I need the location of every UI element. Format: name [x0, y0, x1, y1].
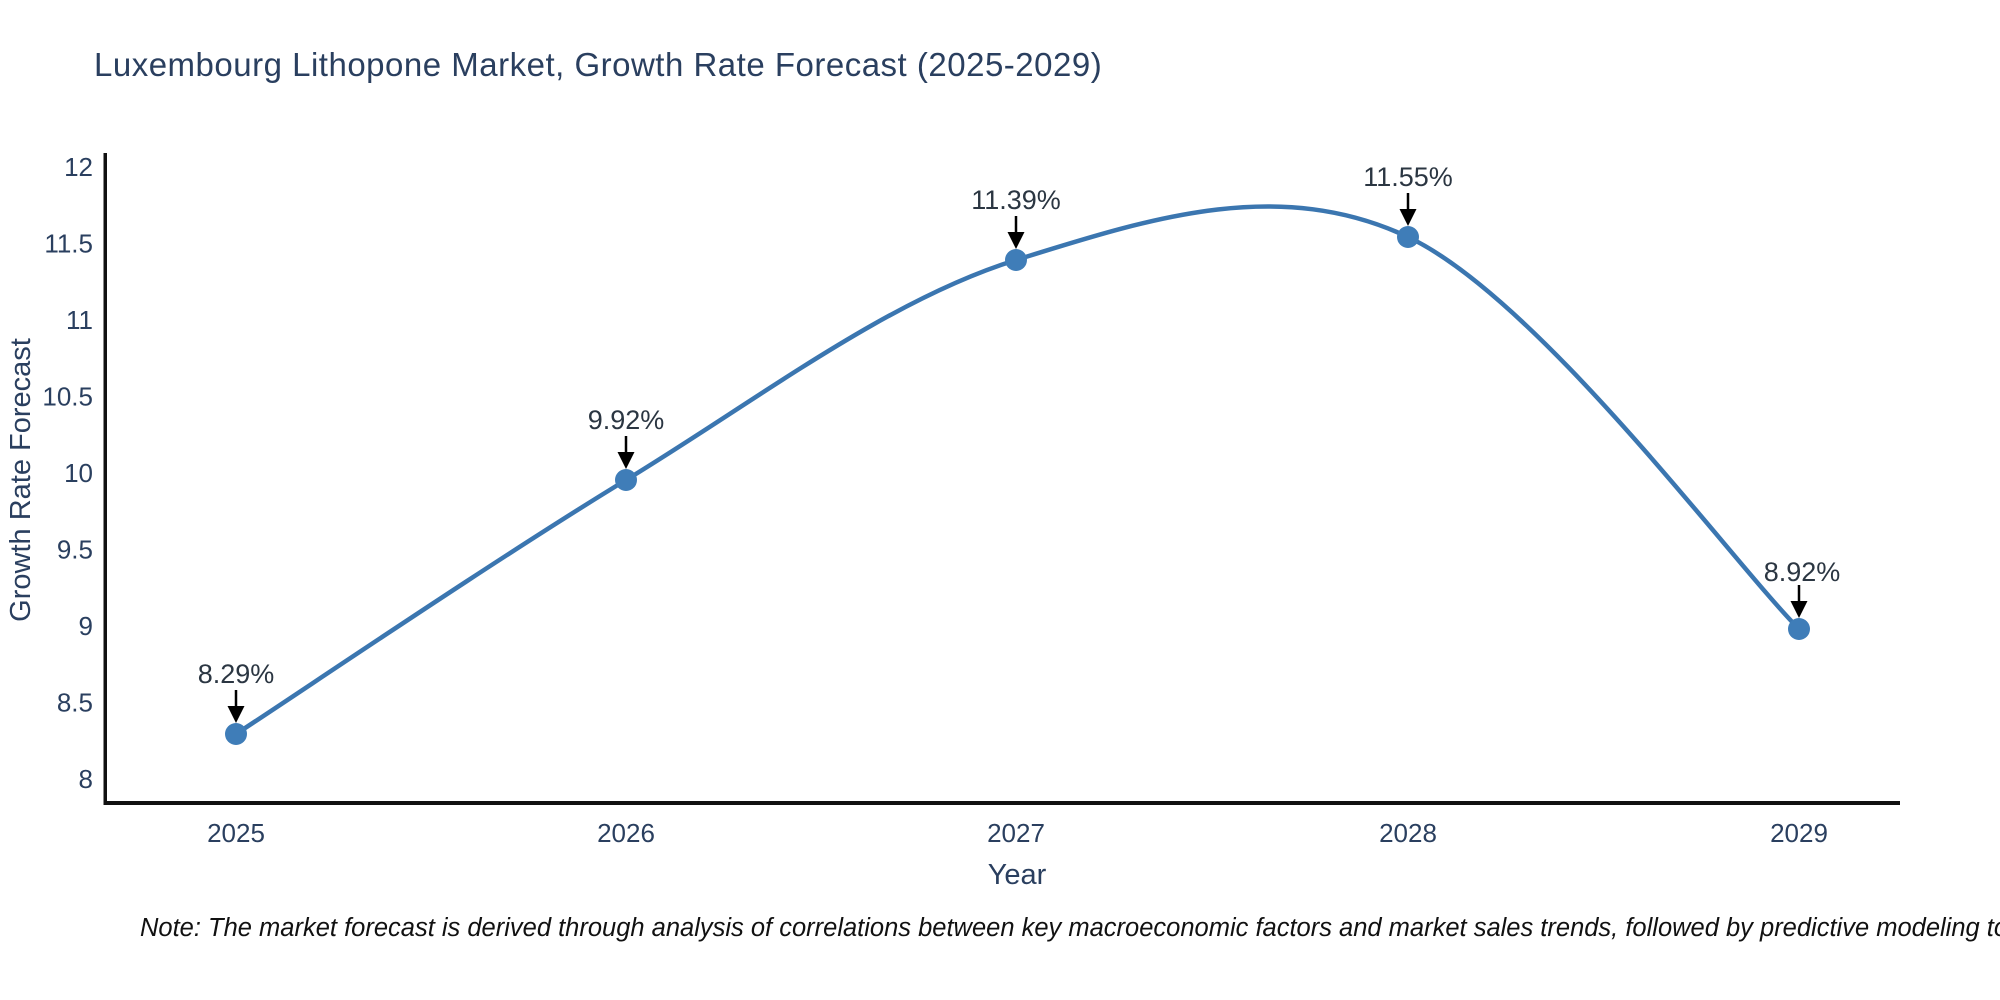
- point-label-2027: 11.39%: [971, 185, 1061, 215]
- y-axis-title: Growth Rate Forecast: [5, 338, 37, 622]
- x-tick-label: 2026: [597, 818, 655, 848]
- y-axis-line: [103, 153, 107, 805]
- data-point-2027: [1005, 249, 1027, 271]
- data-point-2025: [225, 723, 247, 745]
- data-point-2026: [615, 469, 637, 491]
- y-tick-label: 8.5: [57, 688, 93, 718]
- annotation-arrow-2025: [227, 690, 245, 723]
- point-label-2025: 8.29%: [198, 659, 275, 689]
- y-tick-label: 12: [64, 152, 93, 182]
- data-point-2029: [1788, 618, 1810, 640]
- y-tick-label: 11.5: [44, 229, 93, 259]
- chart-title: Luxembourg Lithopone Market, Growth Rate…: [94, 46, 1103, 83]
- y-tick-label: 11: [66, 305, 93, 335]
- data-point-2028: [1397, 226, 1419, 248]
- x-tick-label: 2029: [1770, 818, 1828, 848]
- x-axis-line: [103, 801, 1900, 805]
- point-label-2026: 9.92%: [588, 405, 665, 435]
- y-tick-label: 9: [79, 611, 93, 641]
- y-tick-label: 10.5: [42, 382, 93, 412]
- y-tick-label: 10: [64, 458, 93, 488]
- annotation-arrow-2028: [1399, 193, 1417, 226]
- y-tick-label: 8: [79, 764, 93, 794]
- point-label-2029: 8.92%: [1764, 557, 1841, 587]
- point-label-2028: 11.55%: [1363, 162, 1453, 192]
- x-tick-label: 2028: [1379, 818, 1437, 848]
- y-tick-label: 9.5: [57, 535, 93, 565]
- x-tick-label: 2025: [207, 818, 265, 848]
- annotation-arrow-2026: [617, 436, 635, 469]
- x-axis-title: Year: [988, 859, 1047, 891]
- chart-footnote: Note: The market forecast is derived thr…: [140, 914, 2000, 942]
- annotation-arrow-2027: [1007, 216, 1025, 249]
- annotation-arrow-2029: [1790, 585, 1808, 618]
- x-tick-label: 2027: [987, 818, 1045, 848]
- forecast-line: [233, 204, 1802, 737]
